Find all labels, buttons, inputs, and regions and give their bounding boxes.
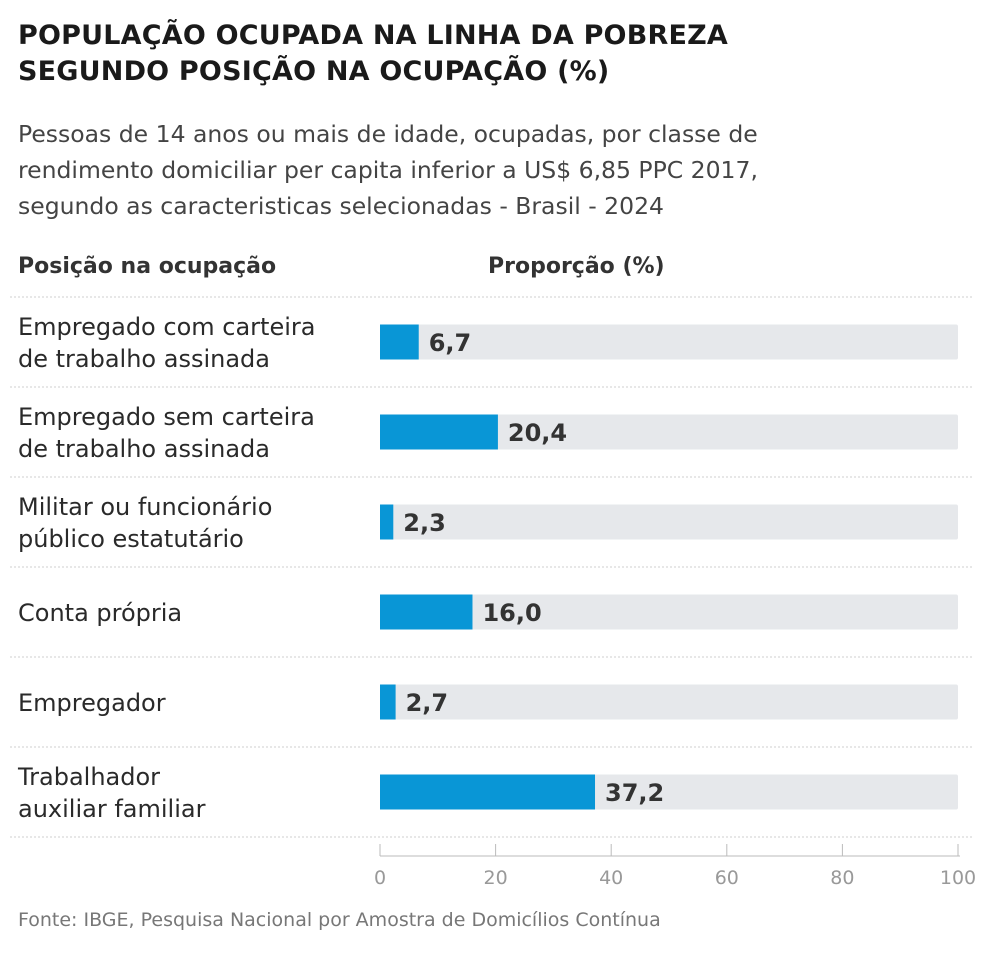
x-tick-label: 20	[484, 867, 508, 889]
bar	[380, 324, 419, 360]
bar-track	[380, 504, 958, 540]
category-label: Empregador	[18, 689, 166, 717]
value-column-header: Proporção (%)	[488, 254, 665, 279]
subtitle-line-3: segundo as caracteristicas selecionadas …	[18, 192, 664, 220]
category-label: Empregado sem carteira	[18, 403, 315, 431]
title-line-1: POPULAÇÃO OCUPADA NA LINHA DA POBREZA	[18, 20, 728, 51]
bar-track	[380, 414, 958, 450]
bar	[380, 594, 473, 630]
category-label: Conta própria	[18, 599, 182, 627]
bar	[380, 414, 498, 450]
value-label: 2,7	[406, 689, 449, 717]
subtitle-line-2: rendimento domiciliar per capita inferio…	[18, 156, 758, 184]
subtitle-line-1: Pessoas de 14 anos ou mais de idade, ocu…	[18, 120, 758, 148]
bar	[380, 774, 596, 810]
category-label: Empregado com carteira	[18, 313, 315, 341]
value-label: 20,4	[508, 419, 567, 447]
category-label: de trabalho assinada	[18, 345, 270, 373]
x-tick-label: 60	[715, 867, 739, 889]
x-tick-label: 100	[940, 867, 976, 889]
chart-title: POPULAÇÃO OCUPADA NA LINHA DA POBREZA SE…	[18, 18, 968, 90]
bar	[380, 684, 396, 720]
value-label: 16,0	[482, 599, 541, 627]
title-line-2: SEGUNDO POSIÇÃO NA OCUPAÇÃO (%)	[18, 56, 610, 87]
category-label: público estatutário	[18, 525, 244, 553]
chart-subtitle: Pessoas de 14 anos ou mais de idade, ocu…	[18, 116, 968, 224]
source-note: Fonte: IBGE, Pesquisa Nacional por Amost…	[18, 909, 661, 931]
value-label: 37,2	[605, 779, 664, 807]
category-column-header: Posição na ocupação	[18, 254, 277, 279]
category-label: auxiliar familiar	[18, 795, 206, 823]
x-tick-label: 0	[374, 867, 386, 889]
value-label: 2,3	[403, 509, 446, 537]
bar-track	[380, 594, 958, 630]
x-tick-label: 40	[599, 867, 623, 889]
value-label: 6,7	[429, 329, 472, 357]
category-label: de trabalho assinada	[18, 435, 270, 463]
bar-track	[380, 684, 958, 720]
category-label: Militar ou funcionário	[18, 493, 272, 521]
category-label: Trabalhador	[17, 763, 160, 791]
bar-track	[380, 324, 958, 360]
x-tick-label: 80	[830, 867, 854, 889]
bar	[380, 504, 394, 540]
